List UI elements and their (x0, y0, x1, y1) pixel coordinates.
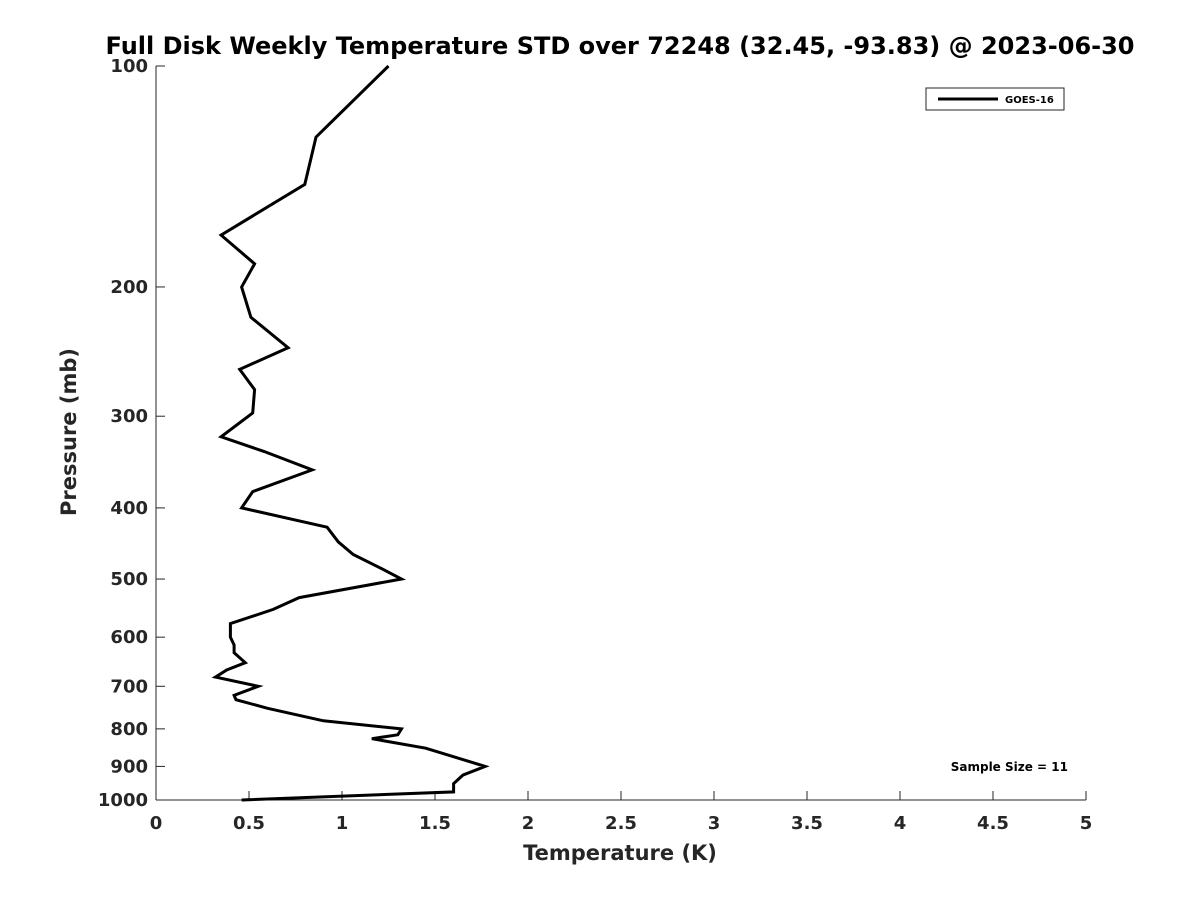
x-tick-label: 4.5 (977, 813, 1009, 834)
y-tick-label: 900 (110, 756, 148, 777)
x-tick-label: 2.5 (605, 813, 637, 834)
y-tick-label: 800 (110, 719, 148, 740)
y-tick-label: 400 (110, 498, 148, 519)
y-tick-label: 200 (110, 277, 148, 298)
y-tick-label: 300 (110, 406, 148, 427)
series-line-goes-16 (211, 64, 490, 802)
x-tick-label: 2 (522, 813, 535, 834)
x-tick-label: 1 (336, 813, 349, 834)
x-tick-label: 1.5 (419, 813, 451, 834)
y-tick-label: 100 (110, 56, 148, 77)
x-tick-label: 0.5 (233, 813, 265, 834)
legend: GOES-16 (925, 87, 1065, 111)
y-tick-label: 700 (110, 676, 148, 697)
y-tick-label: 1000 (98, 790, 148, 811)
x-axis-label: Temperature (K) (523, 841, 717, 865)
series-layer (211, 64, 490, 802)
y-tick-label: 500 (110, 569, 148, 590)
x-axis: 0 0.5 1 1.5 2 2.5 3 3.5 4 4.5 5 (150, 791, 1093, 834)
y-tick-label: 600 (110, 627, 148, 648)
x-tick-label: 3.5 (791, 813, 823, 834)
x-tick-label: 0 (150, 813, 163, 834)
y-axis-label: Pressure (mb) (57, 348, 81, 516)
x-tick-label: 4 (894, 813, 907, 834)
legend-entry-goes-16: GOES-16 (1005, 95, 1054, 106)
x-tick-label: 3 (708, 813, 721, 834)
y-axis: 100 200 300 400 500 600 700 800 900 1000 (98, 56, 165, 811)
chart-title: Full Disk Weekly Temperature STD over 72… (106, 32, 1135, 60)
sample-size-annotation: Sample Size = 11 (951, 760, 1068, 774)
plot-area: 0 0.5 1 1.5 2 2.5 3 3.5 4 4.5 5 100 200 300 400 500 600… (98, 56, 1092, 834)
x-tick-label: 5 (1080, 813, 1093, 834)
